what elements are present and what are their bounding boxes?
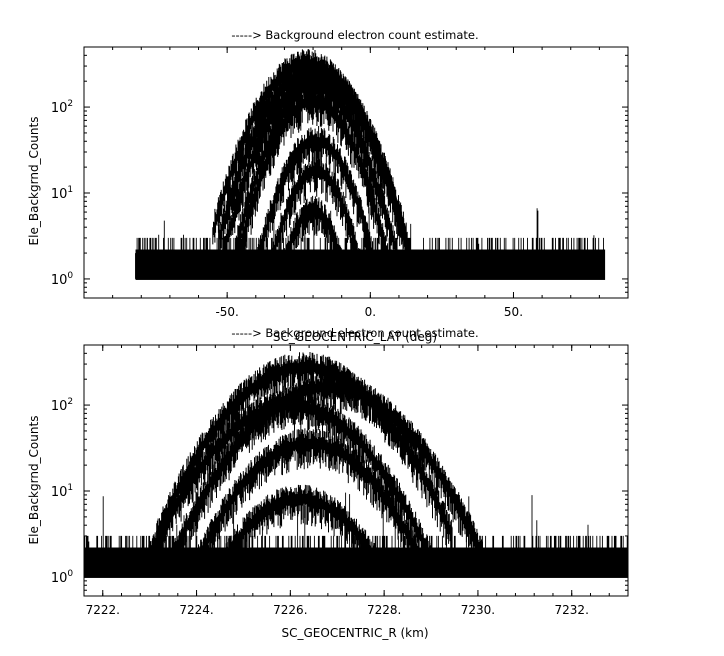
chart-panel-latitude: -----> Background electron count estimat… (27, 28, 629, 344)
x-tick-label: 7224. (179, 603, 213, 617)
x-tick-label: -50. (215, 305, 238, 319)
x-tick-label: 50. (504, 305, 523, 319)
peak-trace (142, 390, 439, 577)
peak-trace (191, 428, 428, 577)
x-tick-label: 0. (365, 305, 376, 319)
plot-frame (83, 46, 629, 299)
x-tick-label: 7226. (273, 603, 307, 617)
peak-trace (267, 156, 364, 279)
x-axis-ticks: -50. 0. 50. (83, 47, 629, 319)
peak-trace (280, 195, 346, 279)
x-tick-label: 7222. (86, 603, 120, 617)
data-traces (135, 49, 606, 280)
peak-trace (214, 484, 385, 577)
y-tick-label: 102 (51, 99, 73, 116)
y-tick-label: 102 (51, 397, 73, 414)
x-axis-label: SC_GEOCENTRIC_LAT (deg) (273, 330, 437, 344)
plot-frame (83, 344, 629, 597)
y-axis-ticks: 100 101 102 (51, 344, 628, 597)
x-tick-label: 7230. (461, 603, 495, 617)
y-tick-label: 100 (51, 569, 74, 586)
chart-panel-radius: -----> Background electron count estimat… (27, 326, 629, 640)
x-tick-label: 7228. (367, 603, 401, 617)
y-tick-label: 101 (51, 185, 73, 202)
data-traces (83, 352, 629, 578)
x-tick-label: 7232. (555, 603, 589, 617)
y-axis-label: Ele_Backgrnd_Counts (27, 416, 41, 545)
y-axis-ticks: 100 101 102 (51, 46, 628, 299)
peak-trace (235, 86, 391, 279)
chart-title: -----> Background electron count estimat… (231, 28, 478, 42)
peak-trace (254, 126, 378, 279)
y-axis-label: Ele_Backgrnd_Counts (27, 117, 41, 246)
noise-floor-band (84, 547, 628, 578)
x-axis-label: SC_GEOCENTRIC_R (km) (282, 626, 429, 640)
x-axis-ticks: 7222. 7224. 7226. 7228. 7230. 7232. (83, 345, 629, 617)
y-tick-label: 100 (51, 271, 74, 288)
chart-title: -----> Background electron count estimat… (231, 326, 478, 340)
y-tick-label: 101 (51, 483, 73, 500)
